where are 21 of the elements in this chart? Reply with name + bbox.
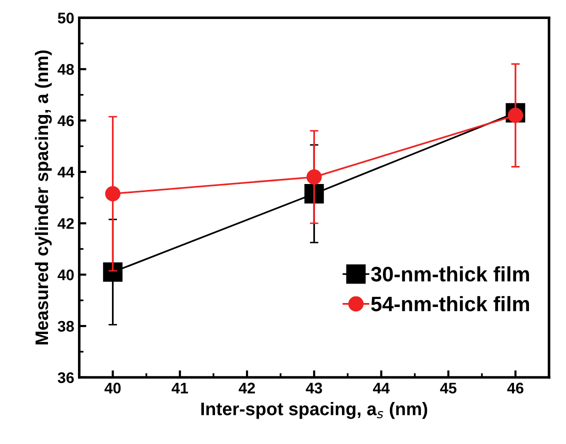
x-tick-label: 40	[104, 382, 121, 394]
y-tick-label: 42	[58, 218, 74, 229]
x-tick-label: 45	[440, 382, 456, 394]
y-tick-label: 36	[58, 372, 74, 384]
x-tick-label: 44	[372, 382, 390, 394]
y-tick-label: 38	[58, 320, 74, 332]
y-axis-title: Measured cylinder spacing, a (nm)	[34, 50, 52, 344]
point	[304, 184, 324, 204]
y-tick-label: 48	[58, 64, 74, 75]
y-tick-label: 44	[58, 166, 74, 178]
x-tick-label: 46	[507, 382, 524, 394]
x-tick-label: 43	[306, 382, 322, 394]
point	[103, 262, 123, 282]
x-tick-label: 42	[238, 382, 255, 394]
y-tick-label: 50	[58, 12, 74, 24]
x-axis-title: Inter-spot spacing, a$_{s}$ (nm)	[201, 402, 428, 419]
y-tick-label: 40	[58, 270, 74, 280]
x-tick-label: 41	[172, 382, 188, 394]
legend-label: 30-nm-thick film	[371, 266, 529, 282]
legend-label: 54-nm-thick film	[371, 296, 529, 312]
y-tick-label: 46	[58, 115, 74, 126]
